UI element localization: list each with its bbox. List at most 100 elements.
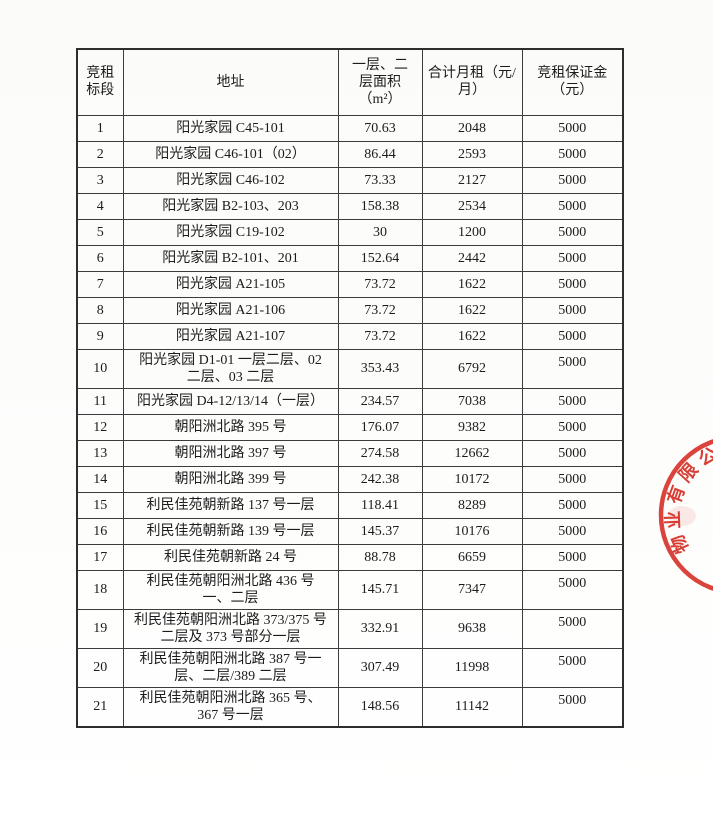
table-row: 8 阳光家园 A21-106 73.72 1622 5000: [76, 296, 624, 324]
cell-address: 阳光家园 C19-102: [122, 218, 339, 246]
header-bid-section-label: 竞租标段: [86, 66, 115, 99]
cell-bid-section: 19: [76, 608, 124, 649]
cell-area: 152.64: [337, 244, 423, 272]
cell-bid-section: 17: [76, 543, 124, 571]
cell-address: 利民佳苑朝阳洲北路 373/375 号二层及 373 号部分一层: [122, 608, 339, 649]
cell-bid-section: 7: [76, 270, 124, 298]
cell-address: 朝阳洲北路 395 号: [122, 413, 339, 441]
cell-monthly-rent: 10176: [421, 517, 523, 545]
cell-address: 阳光家园 A21-105: [122, 270, 339, 298]
cell-area: 70.63: [337, 114, 423, 142]
cell-area: 332.91: [337, 608, 423, 649]
cell-deposit: 5000: [521, 387, 624, 415]
cell-monthly-rent: 12662: [421, 439, 523, 467]
header-deposit-label: 竞租保证金（元）: [537, 66, 608, 99]
header-area: 一层、二层面积（m²）: [337, 48, 423, 116]
cell-monthly-rent: 9382: [421, 413, 523, 441]
cell-address: 利民佳苑朝新路 137 号一层: [122, 491, 339, 519]
cell-deposit: 5000: [521, 114, 624, 142]
cell-bid-section: 16: [76, 517, 124, 545]
cell-address: 阳光家园 C46-101（02）: [122, 140, 339, 168]
cell-area: 86.44: [337, 140, 423, 168]
cell-address: 阳光家园 D4-12/13/14（一层）: [122, 387, 339, 415]
cell-deposit: 5000: [521, 491, 624, 519]
cell-monthly-rent: 2127: [421, 166, 523, 194]
cell-bid-section: 9: [76, 322, 124, 350]
cell-monthly-rent: 2442: [421, 244, 523, 272]
table-row: 14 朝阳洲北路 399 号 242.38 10172 5000: [76, 465, 624, 493]
header-bid-section: 竞租标段: [76, 48, 124, 116]
cell-area: 73.72: [337, 296, 423, 324]
table-row: 7 阳光家园 A21-105 73.72 1622 5000: [76, 270, 624, 298]
table-row: 9 阳光家园 A21-107 73.72 1622 5000: [76, 322, 624, 350]
cell-address: 阳光家园 A21-107: [122, 322, 339, 350]
cell-monthly-rent: 1200: [421, 218, 523, 246]
cell-area: 73.33: [337, 166, 423, 194]
cell-area: 353.43: [337, 348, 423, 389]
cell-deposit: 5000: [521, 686, 624, 727]
cell-deposit: 5000: [521, 608, 624, 649]
cell-deposit: 5000: [521, 517, 624, 545]
cell-bid-section: 5: [76, 218, 124, 246]
cell-monthly-rent: 1622: [421, 322, 523, 350]
cell-monthly-rent: 1622: [421, 270, 523, 298]
cell-address: 阳光家园 D1-01 一层二层、02 二层、03 二层: [122, 348, 339, 389]
cell-area: 242.38: [337, 465, 423, 493]
cell-monthly-rent: 7038: [421, 387, 523, 415]
svg-text:物业有限公司: 物业有限公司: [663, 438, 713, 556]
cell-deposit: 5000: [521, 166, 624, 194]
table-row: 3 阳光家园 C46-102 73.33 2127 5000: [76, 166, 624, 194]
cell-monthly-rent: 9638: [421, 608, 523, 649]
table-row: 5 阳光家园 C19-102 30 1200 5000: [76, 218, 624, 246]
cell-deposit: 5000: [521, 296, 624, 324]
table-row: 6 阳光家园 B2-101、201 152.64 2442 5000: [76, 244, 624, 272]
cell-area: 145.71: [337, 569, 423, 610]
cell-bid-section: 10: [76, 348, 124, 389]
cell-monthly-rent: 7347: [421, 569, 523, 610]
cell-address: 阳光家园 A21-106: [122, 296, 339, 324]
table-row: 19 利民佳苑朝阳洲北路 373/375 号二层及 373 号部分一层 332.…: [76, 608, 624, 649]
official-seal-stamp: 物业有限公司: [658, 438, 713, 591]
seal-ink-smudge: [668, 506, 696, 526]
cell-deposit: 5000: [521, 465, 624, 493]
table-row: 2 阳光家园 C46-101（02） 86.44 2593 5000: [76, 140, 624, 168]
table-row: 10 阳光家园 D1-01 一层二层、02 二层、03 二层 353.43 67…: [76, 348, 624, 389]
table-row: 13 朝阳洲北路 397 号 274.58 12662 5000: [76, 439, 624, 467]
cell-monthly-rent: 6659: [421, 543, 523, 571]
cell-monthly-rent: 1622: [421, 296, 523, 324]
cell-monthly-rent: 6792: [421, 348, 523, 389]
cell-deposit: 5000: [521, 322, 624, 350]
cell-bid-section: 13: [76, 439, 124, 467]
table-row: 4 阳光家园 B2-103、203 158.38 2534 5000: [76, 192, 624, 220]
cell-deposit: 5000: [521, 270, 624, 298]
cell-bid-section: 8: [76, 296, 124, 324]
cell-monthly-rent: 11142: [421, 686, 523, 727]
cell-deposit: 5000: [521, 218, 624, 246]
cell-deposit: 5000: [521, 569, 624, 610]
cell-deposit: 5000: [521, 647, 624, 688]
table-body: 1 阳光家园 C45-101 70.63 2048 5000 2 阳光家园 C4…: [76, 114, 624, 727]
header-row: 竞租标段 地址 一层、二层面积（m²） 合计月租（元/月） 竞租保证金（元）: [76, 48, 624, 116]
cell-address: 利民佳苑朝阳洲北路 436 号一、二层: [122, 569, 339, 610]
cell-deposit: 5000: [521, 543, 624, 571]
cell-bid-section: 12: [76, 413, 124, 441]
table-row: 15 利民佳苑朝新路 137 号一层 118.41 8289 5000: [76, 491, 624, 519]
table-row: 16 利民佳苑朝新路 139 号一层 145.37 10176 5000: [76, 517, 624, 545]
cell-area: 145.37: [337, 517, 423, 545]
cell-monthly-rent: 2048: [421, 114, 523, 142]
cell-area: 158.38: [337, 192, 423, 220]
cell-monthly-rent: 10172: [421, 465, 523, 493]
cell-monthly-rent: 2534: [421, 192, 523, 220]
seal-arc-text: 物业有限公司: [663, 438, 713, 556]
cell-monthly-rent: 8289: [421, 491, 523, 519]
cell-address: 阳光家园 B2-101、201: [122, 244, 339, 272]
table-row: 1 阳光家园 C45-101 70.63 2048 5000: [76, 114, 624, 142]
table-header: 竞租标段 地址 一层、二层面积（m²） 合计月租（元/月） 竞租保证金（元）: [76, 48, 624, 116]
table-row: 17 利民佳苑朝新路 24 号 88.78 6659 5000: [76, 543, 624, 571]
table-row: 18 利民佳苑朝阳洲北路 436 号一、二层 145.71 7347 5000: [76, 569, 624, 610]
table-row: 11 阳光家园 D4-12/13/14（一层） 234.57 7038 5000: [76, 387, 624, 415]
header-address-label: 地址: [216, 74, 245, 90]
header-deposit: 竞租保证金（元）: [521, 48, 624, 116]
